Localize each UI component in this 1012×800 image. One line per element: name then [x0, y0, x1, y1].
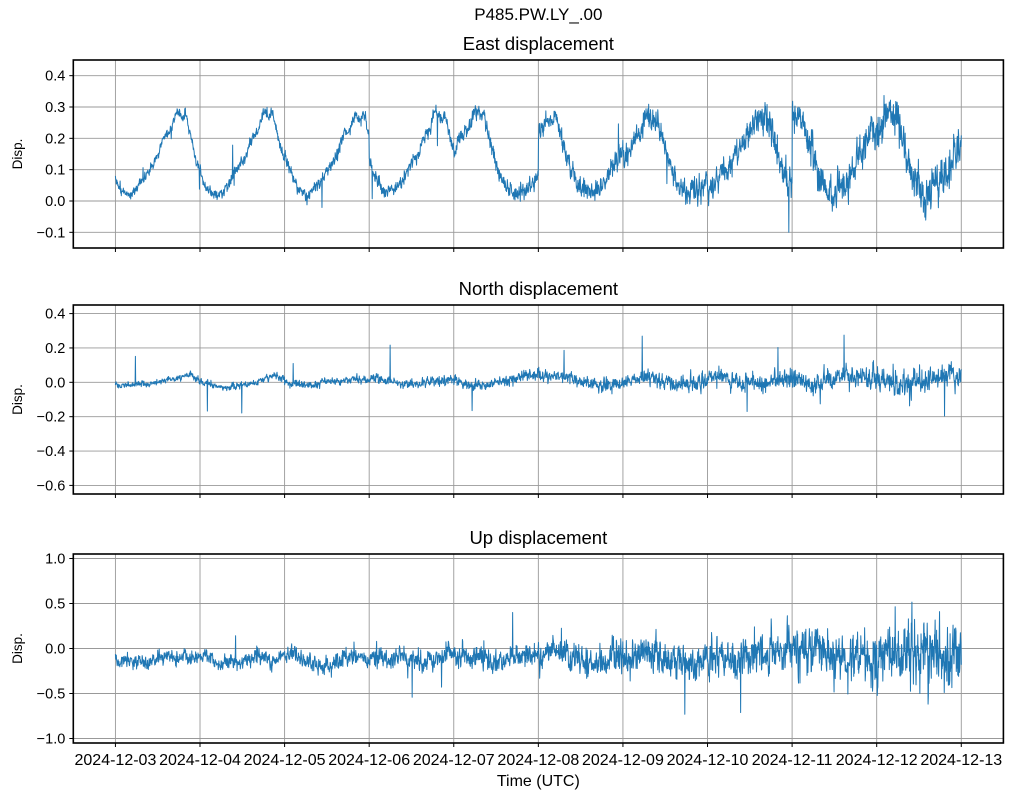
svg-text:2024-12-10: 2024-12-10	[667, 752, 749, 769]
svg-text:−0.6: −0.6	[37, 478, 66, 494]
svg-text:2024-12-13: 2024-12-13	[920, 752, 1002, 769]
svg-text:0.4: 0.4	[45, 69, 65, 85]
svg-text:2024-12-08: 2024-12-08	[497, 752, 579, 769]
svg-text:North displacement: North displacement	[459, 278, 618, 299]
svg-text:2024-12-03: 2024-12-03	[75, 752, 157, 769]
svg-text:2024-12-11: 2024-12-11	[752, 752, 833, 769]
svg-text:−0.5: −0.5	[37, 687, 66, 703]
svg-text:−0.1: −0.1	[37, 225, 66, 241]
svg-text:−0.4: −0.4	[37, 444, 66, 460]
svg-text:2024-12-04: 2024-12-04	[159, 752, 241, 769]
svg-text:2024-12-06: 2024-12-06	[328, 752, 410, 769]
svg-text:Disp.: Disp.	[10, 139, 25, 170]
svg-text:2024-12-09: 2024-12-09	[582, 752, 664, 769]
svg-text:0.4: 0.4	[45, 307, 65, 323]
svg-text:2024-12-05: 2024-12-05	[244, 752, 326, 769]
svg-text:0.0: 0.0	[45, 375, 65, 391]
svg-text:2024-12-12: 2024-12-12	[836, 752, 918, 769]
svg-text:−0.2: −0.2	[37, 410, 66, 426]
svg-text:0.2: 0.2	[45, 341, 65, 357]
svg-text:Time (UTC): Time (UTC)	[497, 773, 580, 790]
svg-text:0.0: 0.0	[45, 194, 65, 210]
svg-text:Disp.: Disp.	[10, 384, 25, 415]
svg-text:2024-12-07: 2024-12-07	[413, 752, 495, 769]
svg-text:0.2: 0.2	[45, 131, 65, 147]
svg-text:P485.PW.LY_.00: P485.PW.LY_.00	[474, 5, 602, 24]
svg-text:−1.0: −1.0	[37, 732, 66, 748]
svg-text:0.1: 0.1	[45, 163, 65, 179]
svg-text:1.0: 1.0	[45, 552, 65, 568]
svg-text:Disp.: Disp.	[10, 633, 25, 664]
svg-text:East displacement: East displacement	[463, 33, 614, 54]
svg-text:Up displacement: Up displacement	[469, 527, 607, 548]
svg-text:0.0: 0.0	[45, 642, 65, 658]
svg-text:0.3: 0.3	[45, 100, 65, 116]
svg-text:0.5: 0.5	[45, 597, 65, 613]
